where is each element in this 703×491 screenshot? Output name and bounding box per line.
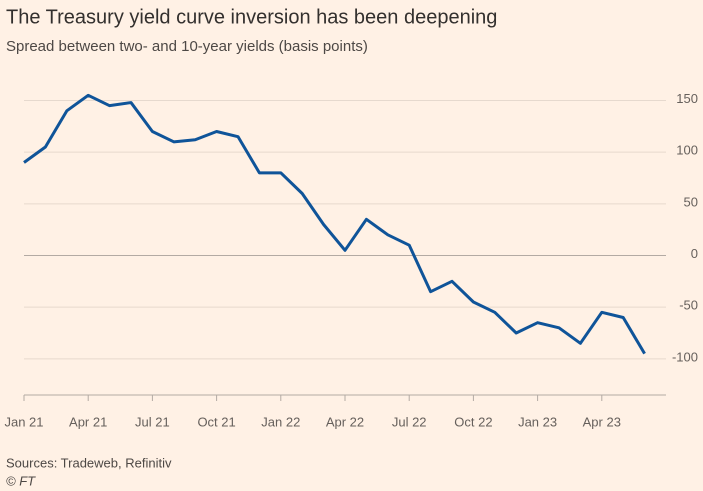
y-tick-label: 100 (676, 143, 698, 158)
x-tick-label: Jan 21 (4, 414, 43, 429)
x-tick-label: Jul 21 (135, 414, 170, 429)
line (23, 93, 646, 355)
x-tick-label: Jul 22 (392, 414, 427, 429)
y-tick-label: -50 (679, 298, 698, 313)
x-tick-label: Oct 21 (197, 414, 235, 429)
x-tick-label: Apr 22 (326, 414, 364, 429)
x-tick-label: Jan 23 (518, 414, 557, 429)
x-tick-label: Apr 23 (583, 414, 621, 429)
y-tick-label: -100 (672, 349, 698, 364)
chart-title: The Treasury yield curve inversion has b… (6, 6, 497, 28)
x-tick-label: Oct 22 (454, 414, 492, 429)
y-tick-label: 50 (684, 194, 698, 209)
x-tick-label: Jan 22 (261, 414, 300, 429)
credit: © FT (6, 473, 36, 488)
source: Sources: Tradeweb, Refinitiv (6, 455, 172, 470)
y-tick-label: 0 (691, 246, 698, 261)
x-tick-label: Apr 21 (69, 414, 107, 429)
y-tick-label: 150 (676, 91, 698, 106)
chart-subtitle: Spread between two- and 10-year yields (… (6, 38, 368, 55)
